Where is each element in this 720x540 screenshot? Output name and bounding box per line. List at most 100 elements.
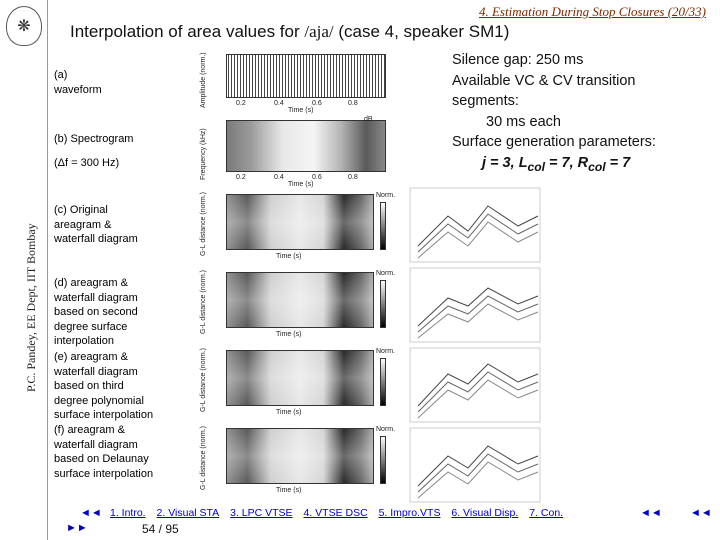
caption-line: degree polynomial [54, 394, 144, 407]
waterfall-second-degree [409, 267, 541, 343]
db-label: dB [364, 116, 373, 123]
time-axis-label: Time (s) [276, 253, 302, 260]
areagram-plot [226, 350, 374, 406]
areagram-second-degree: G-L distance (norm.) Norm. Time (s) [196, 268, 406, 344]
waterfall-third-degree [409, 347, 541, 423]
caption-line: based on third [54, 380, 124, 392]
title-suffix: (case 4, speaker SM1) [333, 22, 510, 41]
waveform-plot [226, 54, 386, 98]
norm-label: Norm. [376, 426, 396, 433]
caption-line: surface interpolation [54, 467, 154, 480]
param-j: j = 3, [482, 154, 519, 171]
spectrogram-figure: Frequency (kHz) dB 0.2 0.4 0.6 0.8 Time … [196, 116, 406, 190]
caption-line: interpolation [54, 335, 114, 347]
param-l: L [518, 154, 528, 171]
caption-line: based on Delaunay [54, 453, 149, 465]
waveform-figure: Amplitude (norm.) 0.2 0.4 0.6 0.8 Time (… [196, 52, 394, 114]
amplitude-axis-label: Amplitude (norm.) [200, 52, 207, 108]
title-prefix: Interpolation of area values for [70, 22, 305, 41]
waterfall-diagrams [409, 187, 541, 503]
caption-line: areagram & [54, 218, 112, 231]
caption-d: (d) areagram & waterfall diagram based o… [54, 276, 138, 349]
caption-line: waveform [54, 83, 102, 96]
info-panel: Silence gap: 250 ms Available VC & CV tr… [452, 50, 656, 177]
colorbar [380, 358, 386, 406]
caption-line: surface interpolation [54, 409, 154, 421]
nav-link-lpc-vtse[interactable]: 3. LPC VTSE [230, 507, 293, 519]
time-tick: 0.8 [348, 100, 358, 107]
nav-link-visual-disp[interactable]: 6. Visual Disp. [451, 507, 519, 519]
time-tick: 0.6 [312, 174, 322, 181]
caption-line: (c) Original [54, 204, 108, 216]
nav-back-icon[interactable]: ◄◄ [80, 507, 102, 519]
nav-back-icon[interactable]: ◄◄ [640, 507, 662, 519]
gl-distance-axis-label: G-L distance (norm.) [200, 348, 207, 412]
norm-label: Norm. [376, 270, 396, 277]
caption-line: (d) areagram & [54, 277, 128, 289]
time-tick: 0.2 [236, 100, 246, 107]
areagram-plot [226, 194, 374, 250]
section-title[interactable]: 4. Estimation During Stop Closures (20/3… [478, 4, 706, 19]
time-tick: 0.4 [274, 100, 284, 107]
nav-link-con[interactable]: 7. Con. [529, 507, 564, 519]
time-tick: 0.4 [274, 174, 284, 181]
info-line: Silence gap: 250 ms [452, 52, 584, 68]
caption-f: (f) areagram & waterfall diagram based o… [54, 423, 153, 481]
nav-row: 1. Intro. 2. Visual STA 3. LPC VTSE 4. V… [110, 507, 571, 519]
param-r-val: = 7 [605, 154, 631, 171]
norm-label: Norm. [376, 192, 396, 199]
side-banner: ❋ P.C. Pandey, EE Dept, IIT Bombay [0, 0, 48, 540]
caption-e: (e) areagram & waterfall diagram based o… [54, 350, 153, 423]
info-line: Available VC & CV transition [452, 72, 636, 89]
institute-logo-icon: ❋ [6, 6, 42, 46]
surface-params: j = 3, Lcol = 7, Rcol = 7 [452, 153, 656, 177]
caption-line: (a) [54, 69, 68, 81]
param-l-sub: col [527, 159, 545, 174]
spectrogram-plot [226, 120, 386, 172]
caption-line: (f) areagram & [54, 424, 125, 436]
time-tick: 0.2 [236, 174, 246, 181]
author-affiliation: P.C. Pandey, EE Dept, IIT Bombay [24, 223, 38, 392]
caption-line: waterfall diagram [54, 233, 138, 245]
nav-link-intro[interactable]: 1. Intro. [110, 507, 146, 519]
waterfall-delaunay [409, 427, 541, 503]
param-r: R [577, 154, 589, 171]
areagram-plot [226, 428, 374, 484]
caption-a: (a) waveform [54, 68, 102, 97]
norm-label: Norm. [376, 348, 396, 355]
page-number: 54 / 95 [142, 522, 179, 536]
info-line: Surface generation parameters: [452, 134, 656, 150]
waterfall-original [409, 187, 541, 263]
time-tick: 0.8 [348, 174, 358, 181]
time-tick: 0.6 [312, 100, 322, 107]
time-axis-label: Time (s) [276, 487, 302, 494]
info-line: segments: [452, 93, 519, 109]
caption-line: waterfall diagram [54, 291, 138, 304]
gl-distance-axis-label: G-L distance (norm.) [200, 270, 207, 334]
caption-b1: (b) Spectrogram [54, 133, 134, 145]
nav-end-icon[interactable]: ◄◄ [690, 507, 712, 519]
param-r-sub: col [588, 159, 606, 174]
caption-line: based on second [54, 306, 138, 318]
nav-link-vtse-dsc[interactable]: 4. VTSE DSC [303, 507, 368, 519]
gl-distance-axis-label: G-L distance (norm.) [200, 192, 207, 256]
caption-line: waterfall diagram [54, 365, 138, 378]
areagram-original: G-L distance (norm.) Norm. Time (s) [196, 190, 406, 266]
areagram-third-degree: G-L distance (norm.) Norm. Time (s) [196, 346, 406, 422]
nav-forward-icon[interactable]: ►► [66, 522, 88, 534]
caption-line: (e) areagram & [54, 351, 128, 363]
areagram-plot [226, 272, 374, 328]
caption-c: (c) Original areagram & waterfall diagra… [54, 203, 138, 247]
colorbar [380, 202, 386, 250]
colorbar [380, 436, 386, 484]
caption-line: degree surface [54, 320, 128, 333]
title-phonetic: /aja/ [304, 22, 334, 41]
param-l-val: = 7, [545, 154, 578, 171]
frequency-axis-label: Frequency (kHz) [200, 128, 207, 180]
caption-line: waterfall diagram [54, 438, 138, 451]
areagram-delaunay: G-L distance (norm.) Norm. Time (s) [196, 424, 406, 500]
time-axis-label: Time (s) [288, 107, 314, 114]
nav-link-impro-vts[interactable]: 5. Impro.VTS [378, 507, 441, 519]
nav-link-visual-sta[interactable]: 2. Visual STA [156, 507, 220, 519]
caption-b2: (Δf = 300 Hz) [54, 157, 120, 169]
